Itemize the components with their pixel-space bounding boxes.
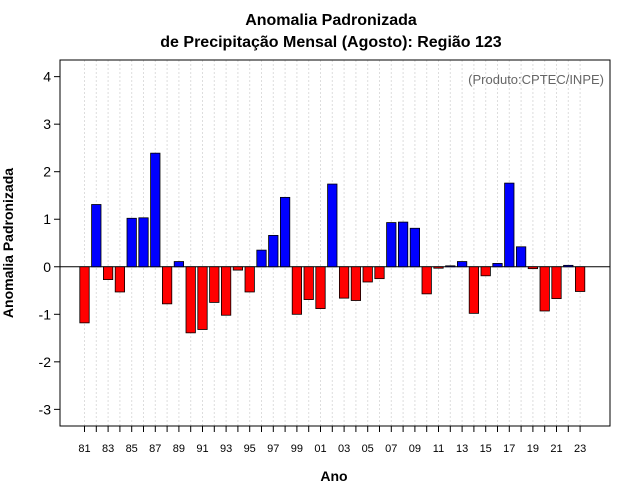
x-tick-label: 05 (362, 443, 374, 455)
bar-88 (161, 266, 173, 305)
x-tick-label: 17 (503, 443, 515, 455)
bar-14 (468, 266, 480, 314)
x-tick-label: 21 (550, 443, 562, 455)
grid-lines (84, 60, 581, 426)
bar-02 (327, 183, 338, 268)
x-axis-label: Ano (320, 468, 347, 484)
x-axis: 81 83 85 87 89 91 93 95 97 99 01 03 05 07 09 11 13 15 17 19… (78, 426, 586, 455)
bar-15 (480, 266, 491, 277)
bar-19 (527, 266, 539, 270)
bar-21 (551, 266, 562, 300)
x-tick-label: 15 (480, 443, 492, 455)
bar-22 (563, 264, 574, 268)
plot-frame (59, 59, 611, 427)
x-tick-label: 01 (314, 443, 326, 455)
x-tick-label: 81 (78, 443, 90, 455)
bar-18 (516, 246, 527, 268)
x-tick-label: 95 (244, 443, 256, 455)
bar-97 (268, 234, 279, 268)
bar-84 (114, 266, 125, 293)
bar-01 (315, 266, 326, 309)
bar-08 (397, 221, 409, 268)
bar-86 (138, 217, 149, 268)
bar-10 (421, 266, 432, 295)
x-tick-label: 11 (433, 443, 444, 455)
y-axis-label: Anomalia Padronizada (0, 168, 16, 318)
bar-82 (91, 204, 102, 268)
bar-05 (362, 266, 373, 283)
y-tick-label: -3 (39, 401, 52, 417)
bar-07 (386, 222, 397, 268)
x-tick-label: 19 (527, 443, 539, 455)
x-tick-label: 89 (173, 443, 185, 455)
bar-20 (539, 266, 550, 312)
bar-12 (445, 265, 456, 268)
bar-83 (103, 266, 114, 280)
chart-title-line2: de Precipitação Mensal (Agosto): Região … (160, 34, 502, 51)
bar-16 (492, 263, 503, 268)
bar-92 (209, 266, 220, 303)
bar-17 (504, 182, 515, 268)
x-tick-label: 93 (220, 443, 232, 455)
x-tick-label: 97 (267, 443, 279, 455)
bar-13 (456, 261, 468, 268)
bar-03 (338, 266, 350, 299)
y-tick-label: 0 (43, 259, 51, 275)
x-tick-label: 99 (291, 443, 303, 455)
bar-89 (173, 261, 184, 268)
x-tick-label: 23 (574, 443, 586, 455)
bar-81 (79, 266, 90, 324)
y-axis: -3 -2 -1 0 1 2 3 4 (39, 69, 60, 417)
y-tick-label: -1 (39, 306, 52, 322)
bar-94 (232, 266, 243, 271)
bar-00 (303, 266, 314, 300)
source-note: (Produto:CPTEC/INPE) (468, 72, 604, 87)
bar-23 (575, 266, 586, 292)
bar-98 (279, 196, 291, 268)
bar-11 (433, 266, 444, 269)
chart-title-line1: Anomalia Padronizada (245, 12, 417, 29)
x-tick-label: 07 (385, 443, 397, 455)
y-tick-label: -2 (39, 354, 52, 370)
bars (79, 152, 586, 334)
bar-90 (185, 266, 196, 334)
y-tick-label: 4 (43, 69, 51, 85)
bar-99 (291, 266, 303, 315)
x-tick-label: 03 (338, 443, 350, 455)
x-tick-label: 09 (409, 443, 421, 455)
bar-04 (350, 266, 362, 301)
x-tick-label: 83 (102, 443, 114, 455)
bar-09 (409, 227, 421, 268)
bar-91 (197, 266, 208, 330)
y-tick-label: 3 (43, 116, 51, 132)
y-tick-label: 1 (43, 211, 51, 227)
x-tick-label: 85 (126, 443, 138, 455)
x-tick-label: 87 (149, 443, 161, 455)
y-tick-label: 2 (43, 164, 51, 180)
bar-85 (126, 217, 137, 268)
bar-06 (374, 266, 385, 280)
bar-96 (256, 249, 267, 268)
x-tick-label: 13 (456, 443, 468, 455)
bar-95 (244, 266, 255, 293)
x-tick-label: 91 (196, 443, 208, 455)
bar-87 (150, 152, 161, 268)
bar-93 (220, 266, 232, 316)
